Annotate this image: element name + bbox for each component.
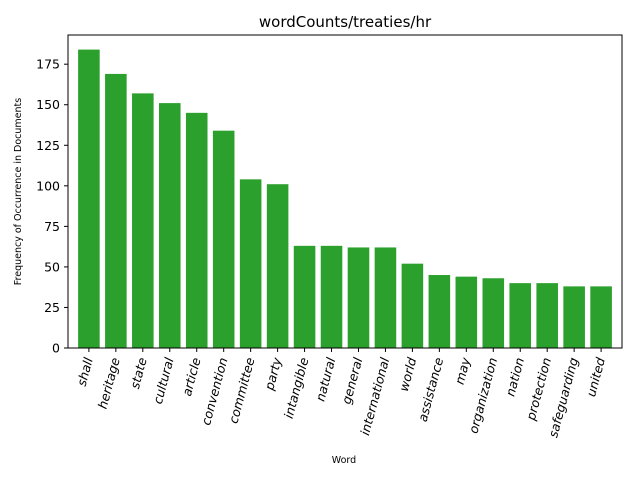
y-tick-label: 175 [36,57,60,72]
bar-nation [509,283,532,348]
x-tick-label: may [452,355,474,386]
bar-shall [78,49,100,348]
bar-assistance [428,275,451,348]
bar-protection [536,283,558,348]
bar-intangible [293,245,316,348]
bar-convention [212,130,235,348]
bar-article [185,112,208,348]
bar-international [374,247,397,348]
y-tick-label: 75 [44,219,60,234]
bar-natural [320,245,343,348]
chart-title: wordCounts/treaties/hr [259,13,432,31]
x-tick-label: natural [312,355,338,403]
bar-party [266,184,289,348]
x-tick-label: heritage [95,356,123,411]
bar-committee [239,179,262,348]
bar-safeguarding [563,286,585,348]
x-tick-label: cultural [150,355,177,405]
x-tick-label: shall [74,355,96,387]
x-tick-label: assistance [415,356,447,424]
y-tick-label: 25 [44,300,60,315]
x-tick-label: intangible [281,356,312,420]
x-tick-label: state [127,356,150,391]
x-tick-label: article [179,356,204,398]
y-tick-label: 150 [36,97,60,112]
y-tick-label: 100 [36,178,60,193]
bar-may [455,276,478,348]
bar-world [401,263,424,348]
x-tick-label: convention [198,356,230,427]
y-tick-label: 0 [52,341,60,356]
x-tick-label: party [261,355,284,392]
y-tick-label: 125 [36,138,60,153]
bar-cultural [158,103,181,348]
bar-general [347,247,370,348]
bar-united [590,286,612,348]
y-axis-label: Frequency of Occurrence in Documents [13,98,24,286]
x-tick-label: nation [502,356,527,398]
y-tick-label: 50 [44,259,60,274]
bar-organization [482,278,505,348]
bars-group [78,49,612,349]
bar-heritage [105,73,127,349]
plot-frame [67,34,623,349]
bar-state [132,93,154,348]
x-axis-label: Word [332,455,356,466]
x-tick-label: world [396,356,419,393]
x-tick-label: united [583,356,608,398]
y-axis: 0 25 50 75 100 125 150 175 [36,57,68,356]
x-tick-label: committee [226,356,258,425]
x-tick-label: protection [523,356,554,423]
x-tick-label: general [339,355,366,405]
